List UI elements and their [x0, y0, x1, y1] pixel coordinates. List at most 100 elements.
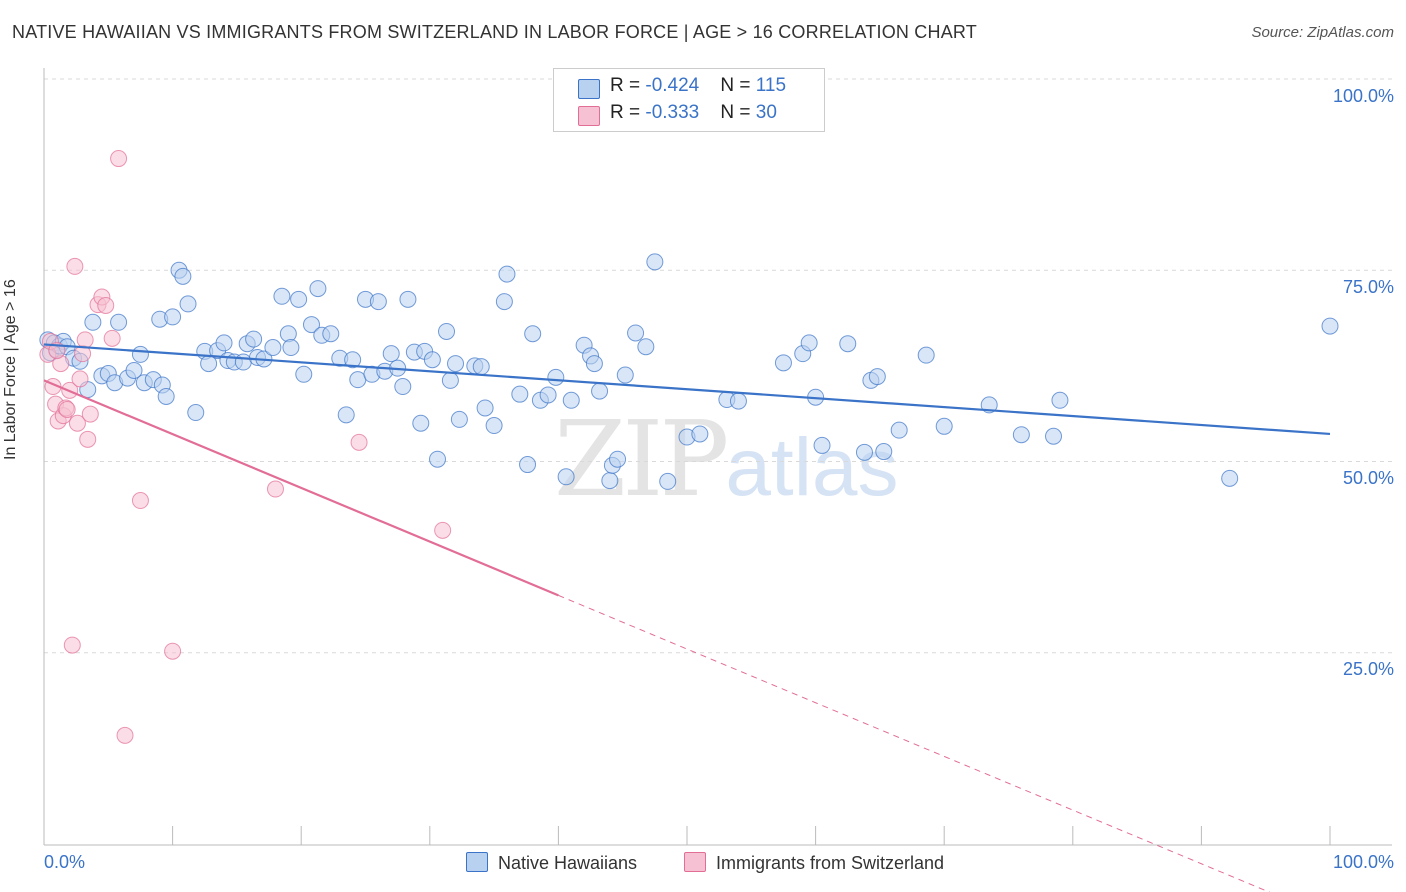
native-hawaiian-point [282, 339, 300, 357]
native-hawaiian-point [729, 392, 747, 410]
native-hawaiian-point [125, 361, 143, 379]
chart-title: NATIVE HAWAIIAN VS IMMIGRANTS FROM SWITZ… [12, 22, 977, 42]
native-hawaiian-point [273, 287, 291, 305]
switzerland-point [81, 405, 99, 423]
y-tick-25: 25.0% [1342, 659, 1394, 679]
switzerland-point [434, 521, 452, 539]
native-hawaiian-point [84, 313, 102, 331]
native-hawaiian-point [557, 468, 575, 486]
native-hawaiian-point [498, 265, 516, 283]
native-hawaiian-point [131, 345, 149, 363]
native-hawaiian-point [369, 293, 387, 311]
switzerland-point [76, 331, 94, 349]
switzerland-point [68, 414, 86, 432]
bottom-legend-swatch-pink [684, 852, 706, 872]
native-hawaiian-point [302, 316, 320, 334]
native-hawaiian-point [591, 382, 609, 400]
native-hawaiian-point [234, 353, 252, 371]
bottom-legend-label-pink: Immigrants from Switzerland [716, 853, 945, 873]
native-hawaiian-point [868, 368, 886, 386]
switzerland-point [110, 150, 128, 168]
native-hawaiian-point [164, 308, 182, 326]
native-hawaiian-point [215, 334, 233, 352]
native-hawaiian-point [813, 436, 831, 454]
native-hawaiian-point [399, 290, 417, 308]
native-hawaiian-point [179, 295, 197, 313]
native-hawaiian-point [800, 334, 818, 352]
native-hawaiian-point [438, 322, 456, 340]
native-hawaiian-point [539, 386, 557, 404]
native-hawaiian-point [337, 406, 355, 424]
native-hawaiian-point [264, 339, 282, 357]
native-hawaiian-point [519, 456, 537, 474]
native-hawaiian-point [774, 354, 792, 372]
native-hawaiian-point [412, 414, 430, 432]
legend-box: R = -0.424 N = 115 R = -0.333 N = 30 [553, 68, 825, 132]
switzerland-point [71, 370, 89, 388]
native-hawaiian-point [309, 280, 327, 298]
switzerland-point [116, 726, 134, 744]
native-hawaiian-point [349, 371, 367, 389]
source-label: Source: ZipAtlas.com [1251, 24, 1394, 41]
native-hawaiian-point [157, 387, 175, 405]
watermark-atlas: atlas [725, 422, 899, 513]
native-hawaiian-point [450, 410, 468, 428]
native-hawaiian-point [174, 267, 192, 285]
native-hawaiian-point [245, 330, 263, 348]
native-hawaiian-point [691, 425, 709, 443]
switzerland-point [164, 642, 182, 660]
native-hawaiian-point [562, 391, 580, 409]
native-hawaiian-point [382, 345, 400, 363]
native-hawaiian-point [1051, 391, 1069, 409]
native-hawaiian-point [547, 368, 565, 386]
native-hawaiian-point [935, 417, 953, 435]
native-hawaiian-point [187, 404, 205, 422]
native-hawaiian-point [290, 290, 308, 308]
native-hawaiian-point [917, 346, 935, 364]
switzerland-point [97, 296, 115, 314]
bottom-legend-label-blue: Native Hawaiians [498, 853, 638, 873]
native-hawaiian-point [429, 450, 447, 468]
switzerland-point [131, 492, 149, 510]
native-hawaiian-point [839, 335, 857, 353]
y-axis-label: In Labor Force | Age > 16 [2, 279, 19, 460]
native-hawaiian-point [659, 472, 677, 490]
native-hawaiian-point [344, 351, 362, 369]
bottom-legend-swatch-blue [466, 852, 488, 872]
native-hawaiian-point [585, 355, 603, 373]
switzerland-point [63, 636, 81, 654]
native-hawaiian-point [279, 325, 297, 343]
native-hawaiian-point [511, 385, 529, 403]
legend-swatch-blue [578, 79, 600, 99]
native-hawaiian-point [485, 417, 503, 435]
native-hawaiian-point [110, 313, 128, 331]
y-tick-75: 75.0% [1342, 277, 1394, 297]
native-hawaiian-point [524, 325, 542, 343]
native-hawaiian-point [1045, 427, 1063, 445]
native-hawaiian-point [637, 338, 655, 356]
native-hawaiian-point [616, 366, 634, 384]
switzerland-point [350, 433, 368, 451]
native-hawaiian-point [646, 253, 664, 271]
native-hawaiian-point [601, 472, 619, 490]
native-hawaiian-point [441, 371, 459, 389]
native-hawaiian-point [322, 325, 340, 343]
trend-line-switzerland-extrapolated [558, 594, 1271, 892]
native-hawaiian-point [476, 399, 494, 417]
native-hawaiian-point [1321, 317, 1339, 335]
legend-swatch-pink [578, 106, 600, 126]
native-hawaiian-point [1012, 426, 1030, 444]
legend-stats-pink: R = -0.333 N = 30 [610, 102, 777, 123]
native-hawaiian-point [472, 358, 490, 376]
native-hawaiian-point [495, 293, 513, 311]
switzerland-point [58, 400, 76, 418]
y-tick-50: 50.0% [1342, 468, 1394, 488]
zipatlas-watermark: ZIPatlas [554, 398, 899, 520]
native-hawaiian-point [394, 378, 412, 396]
native-hawaiian-point [423, 351, 441, 369]
native-hawaiian-point [447, 355, 465, 373]
native-hawaiian-point [855, 443, 873, 461]
bottom-legend-native-hawaiians: Native Hawaiians [466, 852, 637, 874]
x-tick-100: 100.0% [1332, 852, 1394, 872]
y-tick-100: 100.0% [1332, 86, 1394, 106]
